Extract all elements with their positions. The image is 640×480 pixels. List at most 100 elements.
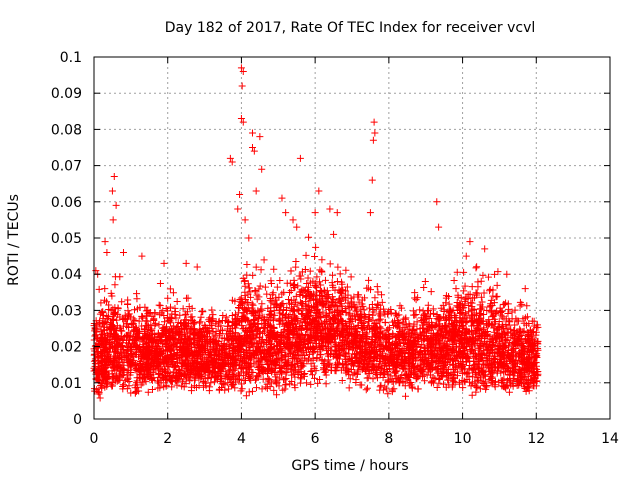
data-point [492,293,500,301]
data-point [363,384,371,392]
data-point [307,380,315,388]
data-point [305,233,313,241]
data-point [273,283,281,291]
data-point [155,321,163,329]
data-point [505,388,513,396]
data-point [304,355,312,363]
data-point [347,273,355,281]
data-point [312,283,320,291]
data-point [133,290,141,298]
data-point [270,265,278,273]
data-point [381,318,389,326]
data-point [237,294,245,302]
data-point [511,306,519,314]
data-point [241,292,249,300]
data-point [428,378,436,386]
data-point [473,263,481,271]
data-point [339,308,347,316]
data-point [306,267,314,275]
data-point [101,285,109,293]
data-point [116,273,124,281]
data-point [472,264,480,272]
data-point [375,315,383,323]
data-point [208,306,216,314]
data-point [215,317,223,325]
data-point [155,301,163,309]
data-point [164,294,172,302]
data-point [468,283,476,291]
data-point [114,376,122,384]
data-point [465,308,473,316]
data-point [148,385,156,393]
data-point [167,303,175,311]
data-point [168,378,176,386]
data-point [477,277,485,285]
data-point [199,308,207,316]
data-point [412,296,420,304]
data-point [261,283,269,291]
data-point [260,256,268,264]
data-point [478,378,486,386]
data-point [297,275,305,283]
data-point [384,390,392,398]
data-point [249,301,257,309]
data-point [338,289,346,297]
data-point [314,379,322,387]
data-point [292,263,300,271]
data-point [364,374,372,382]
data-point [312,343,320,351]
data-point [173,298,181,306]
data-point [292,292,300,300]
data-point [139,379,147,387]
data-point [303,279,311,287]
data-point [156,280,164,288]
data-point [182,294,190,302]
data-point [472,388,480,396]
data-point [477,305,485,313]
data-point [343,283,351,291]
data-point [197,313,205,321]
data-point [173,381,181,389]
data-point [168,383,176,391]
data-point [387,306,395,314]
data-point [252,384,260,392]
data-point [429,373,437,381]
data-point [383,327,391,335]
data-point [333,277,341,285]
data-point [450,277,458,285]
data-point [178,325,186,333]
data-point [249,271,257,279]
data-point [111,281,119,289]
data-point [312,243,320,251]
data-point [225,385,233,393]
data-point [98,308,106,316]
data-point [371,294,379,302]
data-point [287,267,295,275]
data-point [345,384,353,392]
data-point [281,376,289,384]
data-point [188,313,196,321]
data-point [108,292,116,300]
data-point [250,315,258,323]
data-point [468,391,476,399]
data-point [365,276,373,284]
data-point [95,285,103,293]
data-point [372,370,380,378]
data-point [480,289,488,297]
grid [94,57,610,419]
plot-title: Day 182 of 2017, Rate Of TEC Index for r… [165,20,536,36]
data-point [263,290,271,298]
data-point [209,311,217,319]
data-point [474,278,482,286]
data-point [144,388,152,396]
data-point [212,327,220,335]
data-point [460,268,468,276]
data-point [303,379,311,387]
data-point [411,294,419,302]
data-point [231,297,239,305]
data-point [473,289,481,297]
data-point [244,290,252,298]
data-point [460,287,468,295]
data-point [142,378,150,386]
data-point [365,322,373,330]
